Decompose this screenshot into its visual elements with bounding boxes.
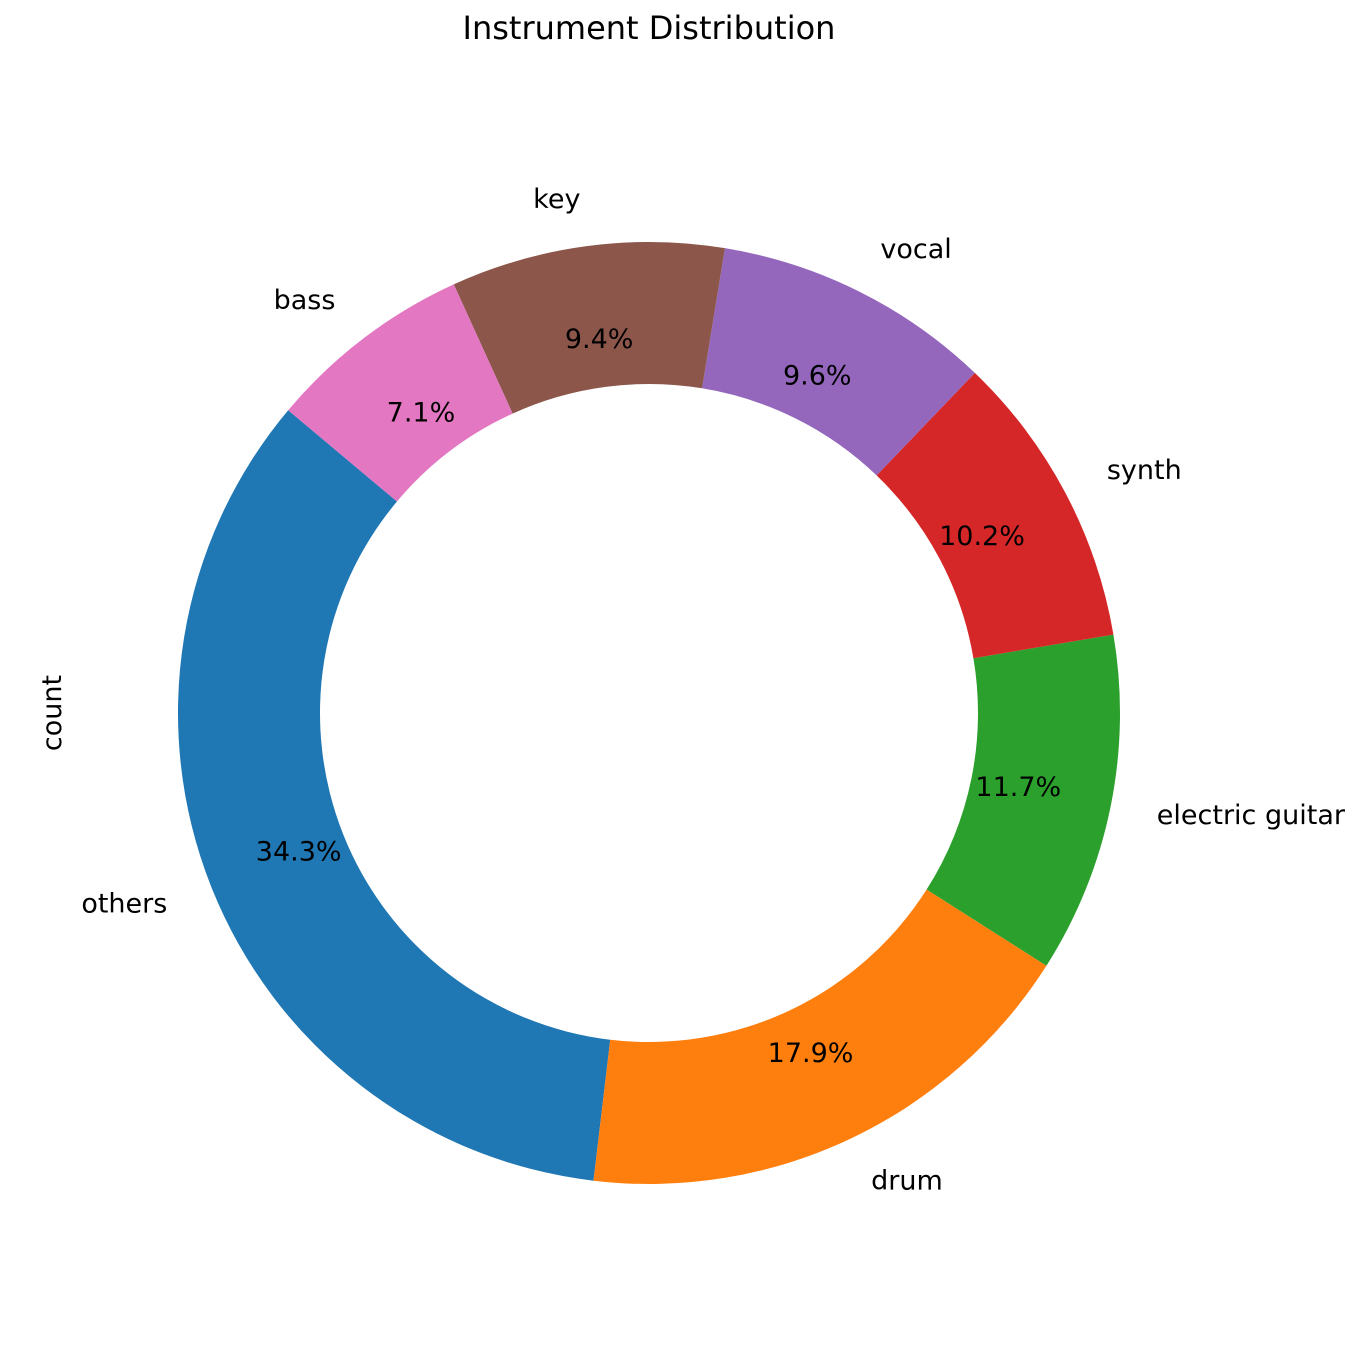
y-axis-label: count (37, 675, 68, 751)
slice-category-label: synth (1107, 455, 1182, 486)
slice-electric-guitar (926, 634, 1120, 966)
slice-vocal (702, 248, 975, 476)
slice-drum (593, 889, 1047, 1184)
slice-synth (876, 372, 1114, 659)
slice-key (453, 242, 725, 414)
slice-percent-label: 7.1% (387, 398, 456, 429)
slice-others (177, 410, 611, 1181)
slice-percent-label: 10.2% (939, 521, 1025, 552)
slice-labels: 34.3% others 17.9% drum 11.7% electric guitar… (81, 184, 1346, 1197)
slice-category-label: drum (871, 1166, 943, 1197)
donut-slices (177, 242, 1120, 1184)
slice-category-label: others (81, 888, 167, 919)
slice-category-label: vocal (880, 234, 951, 265)
slice-percent-label: 9.6% (783, 360, 852, 391)
slice-bass (288, 284, 513, 502)
slice-category-label: bass (274, 285, 336, 316)
slice-percent-label: 34.3% (256, 836, 342, 867)
slice-percent-label: 17.9% (768, 1038, 854, 1069)
slice-percent-label: 9.4% (565, 324, 634, 355)
slice-category-label: electric guitar (1157, 800, 1346, 831)
slice-category-label: key (533, 184, 580, 215)
slice-percent-label: 11.7% (975, 772, 1061, 803)
chart-title: Instrument Distribution (463, 9, 836, 47)
